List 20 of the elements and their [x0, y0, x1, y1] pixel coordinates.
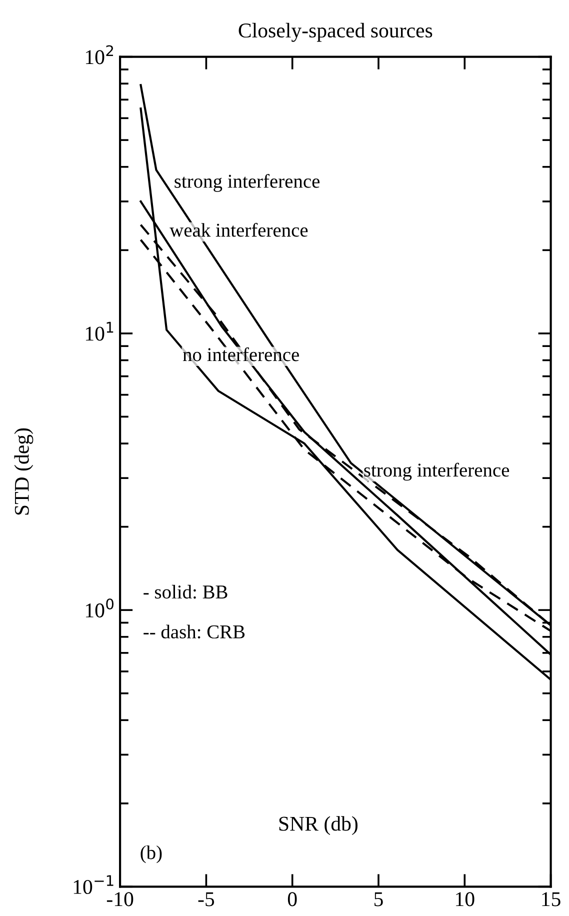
- x-tick-label: 0: [288, 892, 297, 906]
- x-tick-label: 10: [456, 892, 474, 906]
- y-tick-label: 10$^{0}$: [86, 598, 114, 618]
- y-tick-label: 10$^{−1}$: [74, 875, 114, 894]
- x-tick-label: 15: [542, 892, 560, 906]
- annotation: weak interference: [170, 222, 308, 237]
- annotation: strong interference: [174, 174, 320, 192]
- y-axis-title: STD (deg): [14, 428, 34, 515]
- chart-title: Closely-spaced sources: [238, 22, 432, 42]
- annotation: -- dash: CRB: [144, 624, 245, 639]
- x-tick-label: -10: [106, 892, 134, 906]
- x-tick-label: 5: [374, 892, 383, 906]
- annotation: no interference: [182, 347, 299, 362]
- y-tick-label: 10$^{2}$: [86, 45, 114, 64]
- annotation: strong interference: [364, 462, 510, 481]
- y-tick-label: 10$^{1}$: [86, 322, 114, 341]
- x-axis-title: SNR (db): [279, 816, 358, 836]
- annotation: - solid: BB: [144, 584, 228, 599]
- x-tick-label: -5: [198, 892, 214, 906]
- annotation: (b): [140, 846, 162, 864]
